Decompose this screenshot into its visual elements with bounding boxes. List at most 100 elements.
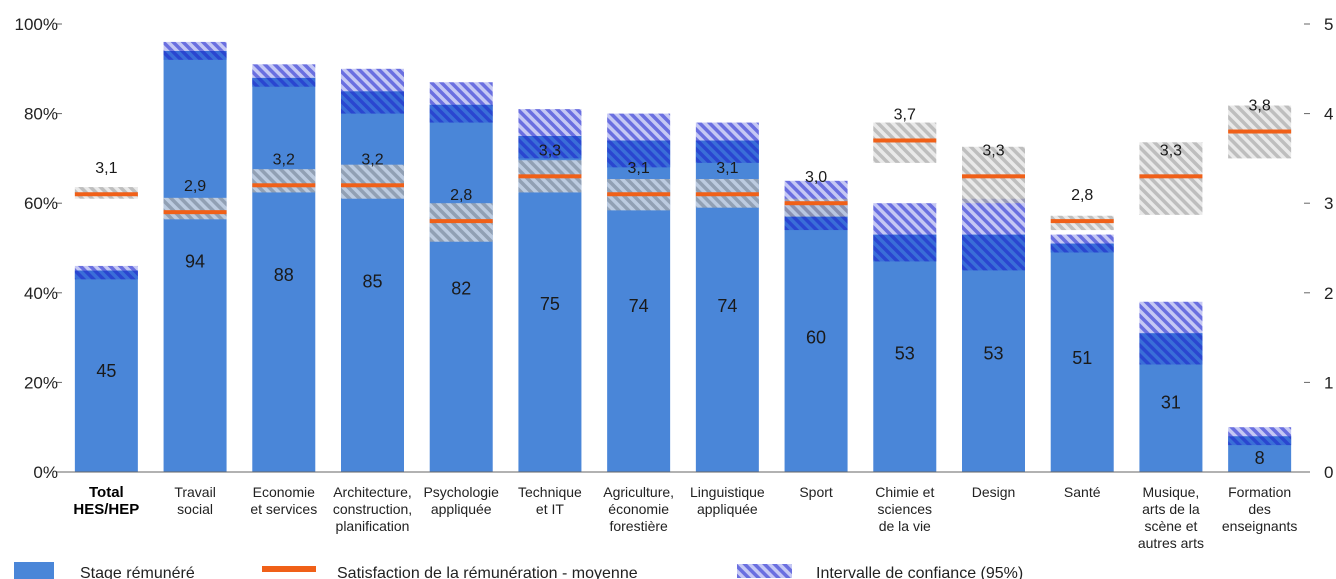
category-label: Sport <box>799 484 833 500</box>
satisfaction-mean <box>429 219 493 224</box>
left-tick-label: 60% <box>24 194 58 213</box>
legend: Stage rémunéré Satisfaction de la rémuné… <box>14 562 1023 579</box>
left-tick-label: 40% <box>24 284 58 303</box>
satisfaction-mean <box>252 183 316 188</box>
paid-internship-bars <box>74 50 1292 473</box>
paid-internship-confidence <box>74 41 1292 446</box>
bar-ci-lower <box>518 136 582 159</box>
right-tick-label: 0 <box>1324 463 1333 482</box>
paid-internship-labels: 45 94 88 85 82 75 74 74 60 53 53 51 31 8 <box>96 251 1264 468</box>
satisfaction-label: 3,1 <box>628 160 650 177</box>
satisfaction-label: 3,0 <box>805 169 827 186</box>
bar-ci-upper <box>873 203 937 235</box>
satisfaction-label: 3,1 <box>716 160 738 177</box>
category-label: Musique, arts de la scène et autres arts <box>1138 484 1204 551</box>
category-labels: Total HES/HEP Travail social Economie et serv… <box>73 484 1297 551</box>
satisfaction-label: 2,8 <box>450 187 472 204</box>
left-tick-label: 80% <box>24 105 58 124</box>
satisfaction-label: 3,3 <box>1160 142 1182 159</box>
satisfaction-mean <box>1050 219 1114 224</box>
bar-value-label: 82 <box>451 278 471 298</box>
satisfaction-mean <box>695 192 759 197</box>
bar-ci-upper <box>252 64 316 78</box>
bar-value-label: 8 <box>1255 448 1265 468</box>
bar-value-label: 94 <box>185 251 205 271</box>
legend-swatch-paid <box>14 562 54 579</box>
bar <box>1050 243 1114 472</box>
satisfaction-mean <box>1228 129 1292 134</box>
satisfaction-label: 3,1 <box>95 160 117 177</box>
bar-value-label: 53 <box>983 343 1003 363</box>
right-tick-label: 2 <box>1324 284 1333 303</box>
satisfaction-mean <box>163 210 227 215</box>
category-label: Chimie et sciences de la vie <box>875 484 934 534</box>
satisfaction-mean <box>518 174 582 179</box>
satisfaction-ci <box>1139 142 1203 215</box>
bar <box>252 77 316 472</box>
category-label: Architecture, construction, planification <box>333 484 412 534</box>
legend-label-confidence: Intervalle de confiance (95%) <box>816 565 1023 579</box>
bar-ci-upper <box>784 180 848 204</box>
right-tick-label: 5 <box>1324 15 1333 34</box>
right-tick-label: 3 <box>1324 194 1333 213</box>
bar <box>429 104 493 472</box>
legend-swatch-satisfaction <box>262 566 316 572</box>
satisfaction-label: 3,8 <box>1249 98 1271 115</box>
bar-ci-lower <box>429 104 493 123</box>
left-tick-label: 100% <box>15 15 58 34</box>
bar-ci-upper <box>163 41 227 51</box>
bar-ci-upper <box>607 113 671 141</box>
category-label: Technique et IT <box>518 484 582 517</box>
satisfaction-mean <box>74 192 138 197</box>
bar-ci-upper <box>74 265 138 271</box>
bar-ci-upper <box>695 122 759 141</box>
bar-ci-lower <box>1139 333 1203 365</box>
satisfaction-ci <box>252 169 316 193</box>
bar-value-label: 31 <box>1161 393 1181 413</box>
category-label: Santé <box>1064 484 1101 500</box>
bar <box>962 234 1025 472</box>
category-label: Total HES/HEP <box>73 484 139 518</box>
bar-ci-upper <box>962 198 1025 235</box>
left-axis: 0% 20% 40% 60% 80% 100% <box>15 15 62 482</box>
satisfaction-label: 3,7 <box>894 106 916 123</box>
satisfaction-mean <box>1139 174 1203 179</box>
satisfaction-ci <box>341 164 404 199</box>
bar-ci-lower <box>962 234 1025 271</box>
category-label: Psychologie appliquée <box>423 484 499 517</box>
bar-value-label: 74 <box>717 296 737 316</box>
bar-ci-lower <box>252 77 316 87</box>
satisfaction-mean <box>341 183 404 188</box>
satisfaction-label: 3,2 <box>273 151 295 168</box>
bar-ci-upper <box>429 82 493 105</box>
satisfaction-mean <box>607 192 671 197</box>
right-axis: 0 1 2 3 4 5 <box>1304 15 1333 482</box>
bar-value-label: 45 <box>96 361 116 381</box>
right-tick-label: 4 <box>1324 105 1333 124</box>
satisfaction-label: 3,2 <box>361 151 383 168</box>
bar <box>873 234 937 472</box>
legend-label-satisfaction: Satisfaction de la rémunération - moyenn… <box>337 565 638 579</box>
bar <box>341 91 404 472</box>
left-tick-label: 20% <box>24 373 58 392</box>
category-label: Economie et services <box>250 484 317 517</box>
bar <box>74 270 138 472</box>
category-label: Agriculture, économie forestière <box>603 484 674 534</box>
bar-ci-lower <box>341 91 404 114</box>
left-tick-label: 0% <box>33 463 58 482</box>
satisfaction-labels: 3,1 2,9 3,2 3,2 2,8 3,3 3,1 3,1 3,0 3,7 3,3 2,8 3,3 3… <box>95 98 1271 205</box>
category-label: Linguistique appliquée <box>690 484 765 517</box>
bar-ci-upper <box>1139 301 1203 334</box>
bar <box>784 203 848 472</box>
category-label: Design <box>972 484 1016 500</box>
satisfaction-ci <box>873 122 937 163</box>
bar-ci-lower <box>74 270 138 280</box>
bar-ci-lower <box>607 140 671 168</box>
legend-label-paid: Stage rémunéré <box>80 565 195 579</box>
bar-ci-lower <box>1050 243 1114 253</box>
bar <box>163 50 227 472</box>
bar-ci-upper <box>341 68 404 92</box>
bar-ci-upper <box>518 109 582 136</box>
bar-value-label: 53 <box>895 343 915 363</box>
